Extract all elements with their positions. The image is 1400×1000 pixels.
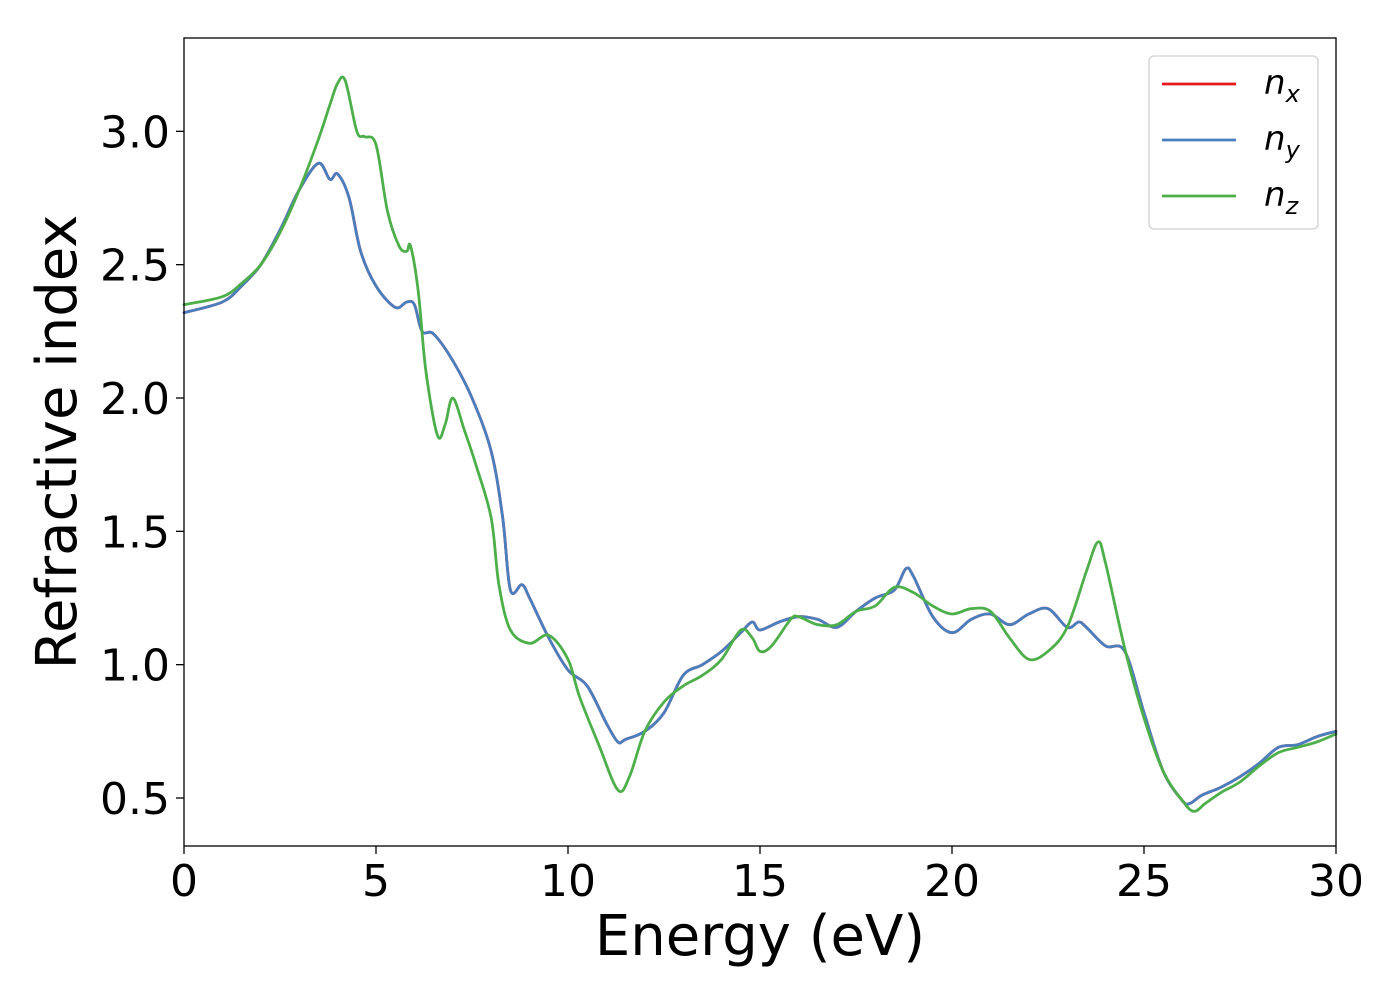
legend-label-ny: ny	[1264, 119, 1301, 164]
x-tick-label: 30	[1308, 856, 1364, 907]
y-tick-label: 2.0	[100, 374, 170, 425]
x-axis-ticks: 0 5 10 15 20 25 30	[170, 846, 1364, 907]
x-tick-label: 15	[732, 856, 788, 907]
series-line-nz	[182, 75, 1338, 813]
legend: nx ny nz	[1148, 55, 1319, 230]
y-tick-label: 2.5	[100, 241, 170, 292]
series-line-ny	[182, 161, 1338, 806]
y-tick-label: 1.0	[100, 641, 170, 692]
y-tick-label: 1.5	[100, 507, 170, 558]
x-tick-label: 10	[540, 856, 596, 907]
y-tick-label: 0.5	[100, 774, 170, 825]
x-tick-label: 5	[362, 856, 390, 907]
y-axis-ticks: 0.5 1.0 1.5 2.0 2.5 3.0	[100, 107, 184, 825]
x-tick-label: 25	[1116, 856, 1172, 907]
x-tick-label: 20	[924, 856, 980, 907]
legend-label-nx: nx	[1264, 63, 1301, 108]
legend-frame	[1148, 55, 1319, 230]
series-layer	[182, 75, 1338, 813]
x-axis-label: Energy (eV)	[595, 904, 925, 969]
y-tick-label: 3.0	[100, 107, 170, 158]
x-tick-label: 0	[170, 856, 198, 907]
y-axis-label: Refractive index	[25, 215, 90, 670]
legend-label-nz: nz	[1264, 175, 1300, 220]
